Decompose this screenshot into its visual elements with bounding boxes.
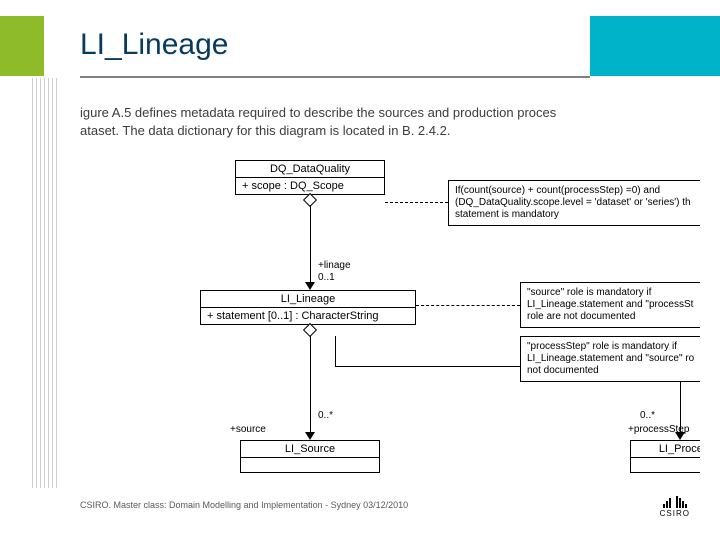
note-line: statement is mandatory: [455, 209, 700, 221]
role-proc: +processStep: [628, 424, 689, 435]
note2-link: [416, 305, 520, 306]
csiro-logo: CSIRO: [660, 490, 690, 518]
slide-footer: CSIRO. Master class: Domain Modelling an…: [80, 500, 408, 510]
class-name: LI_ProcessS: [631, 441, 700, 458]
class-attr: + statement [0..1] : CharacterString: [201, 308, 415, 324]
arrow-1: [305, 282, 315, 290]
class-dq-dataquality: DQ_DataQuality + scope : DQ_Scope: [235, 160, 385, 195]
intro-line-1: igure A.5 defines metadata required to d…: [80, 104, 680, 122]
logo-text: CSIRO: [660, 509, 690, 518]
aggregation-diamond-2: [303, 323, 317, 337]
role-source: +source: [230, 424, 266, 435]
note-line: "processStep" role is mandatory if: [527, 341, 700, 353]
class-attr: + scope : DQ_Scope: [236, 178, 384, 194]
uml-diagram: DQ_DataQuality + scope : DQ_Scope +linag…: [80, 160, 700, 480]
header-left-accent: [0, 16, 44, 76]
note-line: not documented: [527, 365, 700, 377]
note-line: LI_Lineage.statement and "source" ro: [527, 353, 700, 365]
role-linage: +linage: [318, 260, 351, 271]
note-line: "source" role is mandatory if: [527, 287, 700, 299]
note-line: If(count(source) + count(processStep) =0…: [455, 185, 700, 197]
intro-text: igure A.5 defines metadata required to d…: [80, 104, 680, 139]
class-li-source: LI_Source: [240, 440, 380, 473]
class-name: LI_Lineage: [201, 291, 415, 308]
header-underline: [80, 76, 590, 78]
class-attr: [631, 458, 700, 472]
class-li-lineage: LI_Lineage + statement [0..1] : Characte…: [200, 290, 416, 325]
class-attr: [241, 458, 379, 472]
class-li-processstep: LI_ProcessS: [630, 440, 700, 473]
conn-dq-lineage: [310, 205, 311, 285]
intro-line-2: ataset. The data dictionary for this dia…: [80, 122, 680, 140]
page-title: LI_Lineage: [80, 28, 228, 62]
note-line: (DQ_DataQuality.scope.level = 'dataset' …: [455, 197, 700, 209]
slide: LI_Lineage igure A.5 defines metadata re…: [0, 0, 720, 540]
note-line: LI_Lineage.statement and "processSt: [527, 299, 700, 311]
constraint-note-2: "source" role is mandatory if LI_Lineage…: [520, 282, 700, 328]
class-name: LI_Source: [241, 441, 379, 458]
arrow-2: [305, 432, 315, 440]
constraint-note-3: "processStep" role is mandatory if LI_Li…: [520, 336, 700, 382]
conn-lineage-proc-v1: [335, 336, 336, 366]
mult-source: 0..*: [318, 410, 333, 421]
mult-proc: 0..*: [640, 410, 655, 421]
note1-link: [385, 202, 448, 203]
header-right-accent: [590, 16, 720, 76]
note-line: role are not documented: [527, 311, 700, 323]
conn-lineage-source: [310, 336, 311, 434]
logo-bars-icon: [662, 490, 687, 508]
mult-linage: 0..1: [318, 272, 335, 283]
left-rule-lines: [32, 78, 80, 488]
constraint-note-1: If(count(source) + count(processStep) =0…: [448, 180, 700, 226]
class-name: DQ_DataQuality: [236, 161, 384, 178]
